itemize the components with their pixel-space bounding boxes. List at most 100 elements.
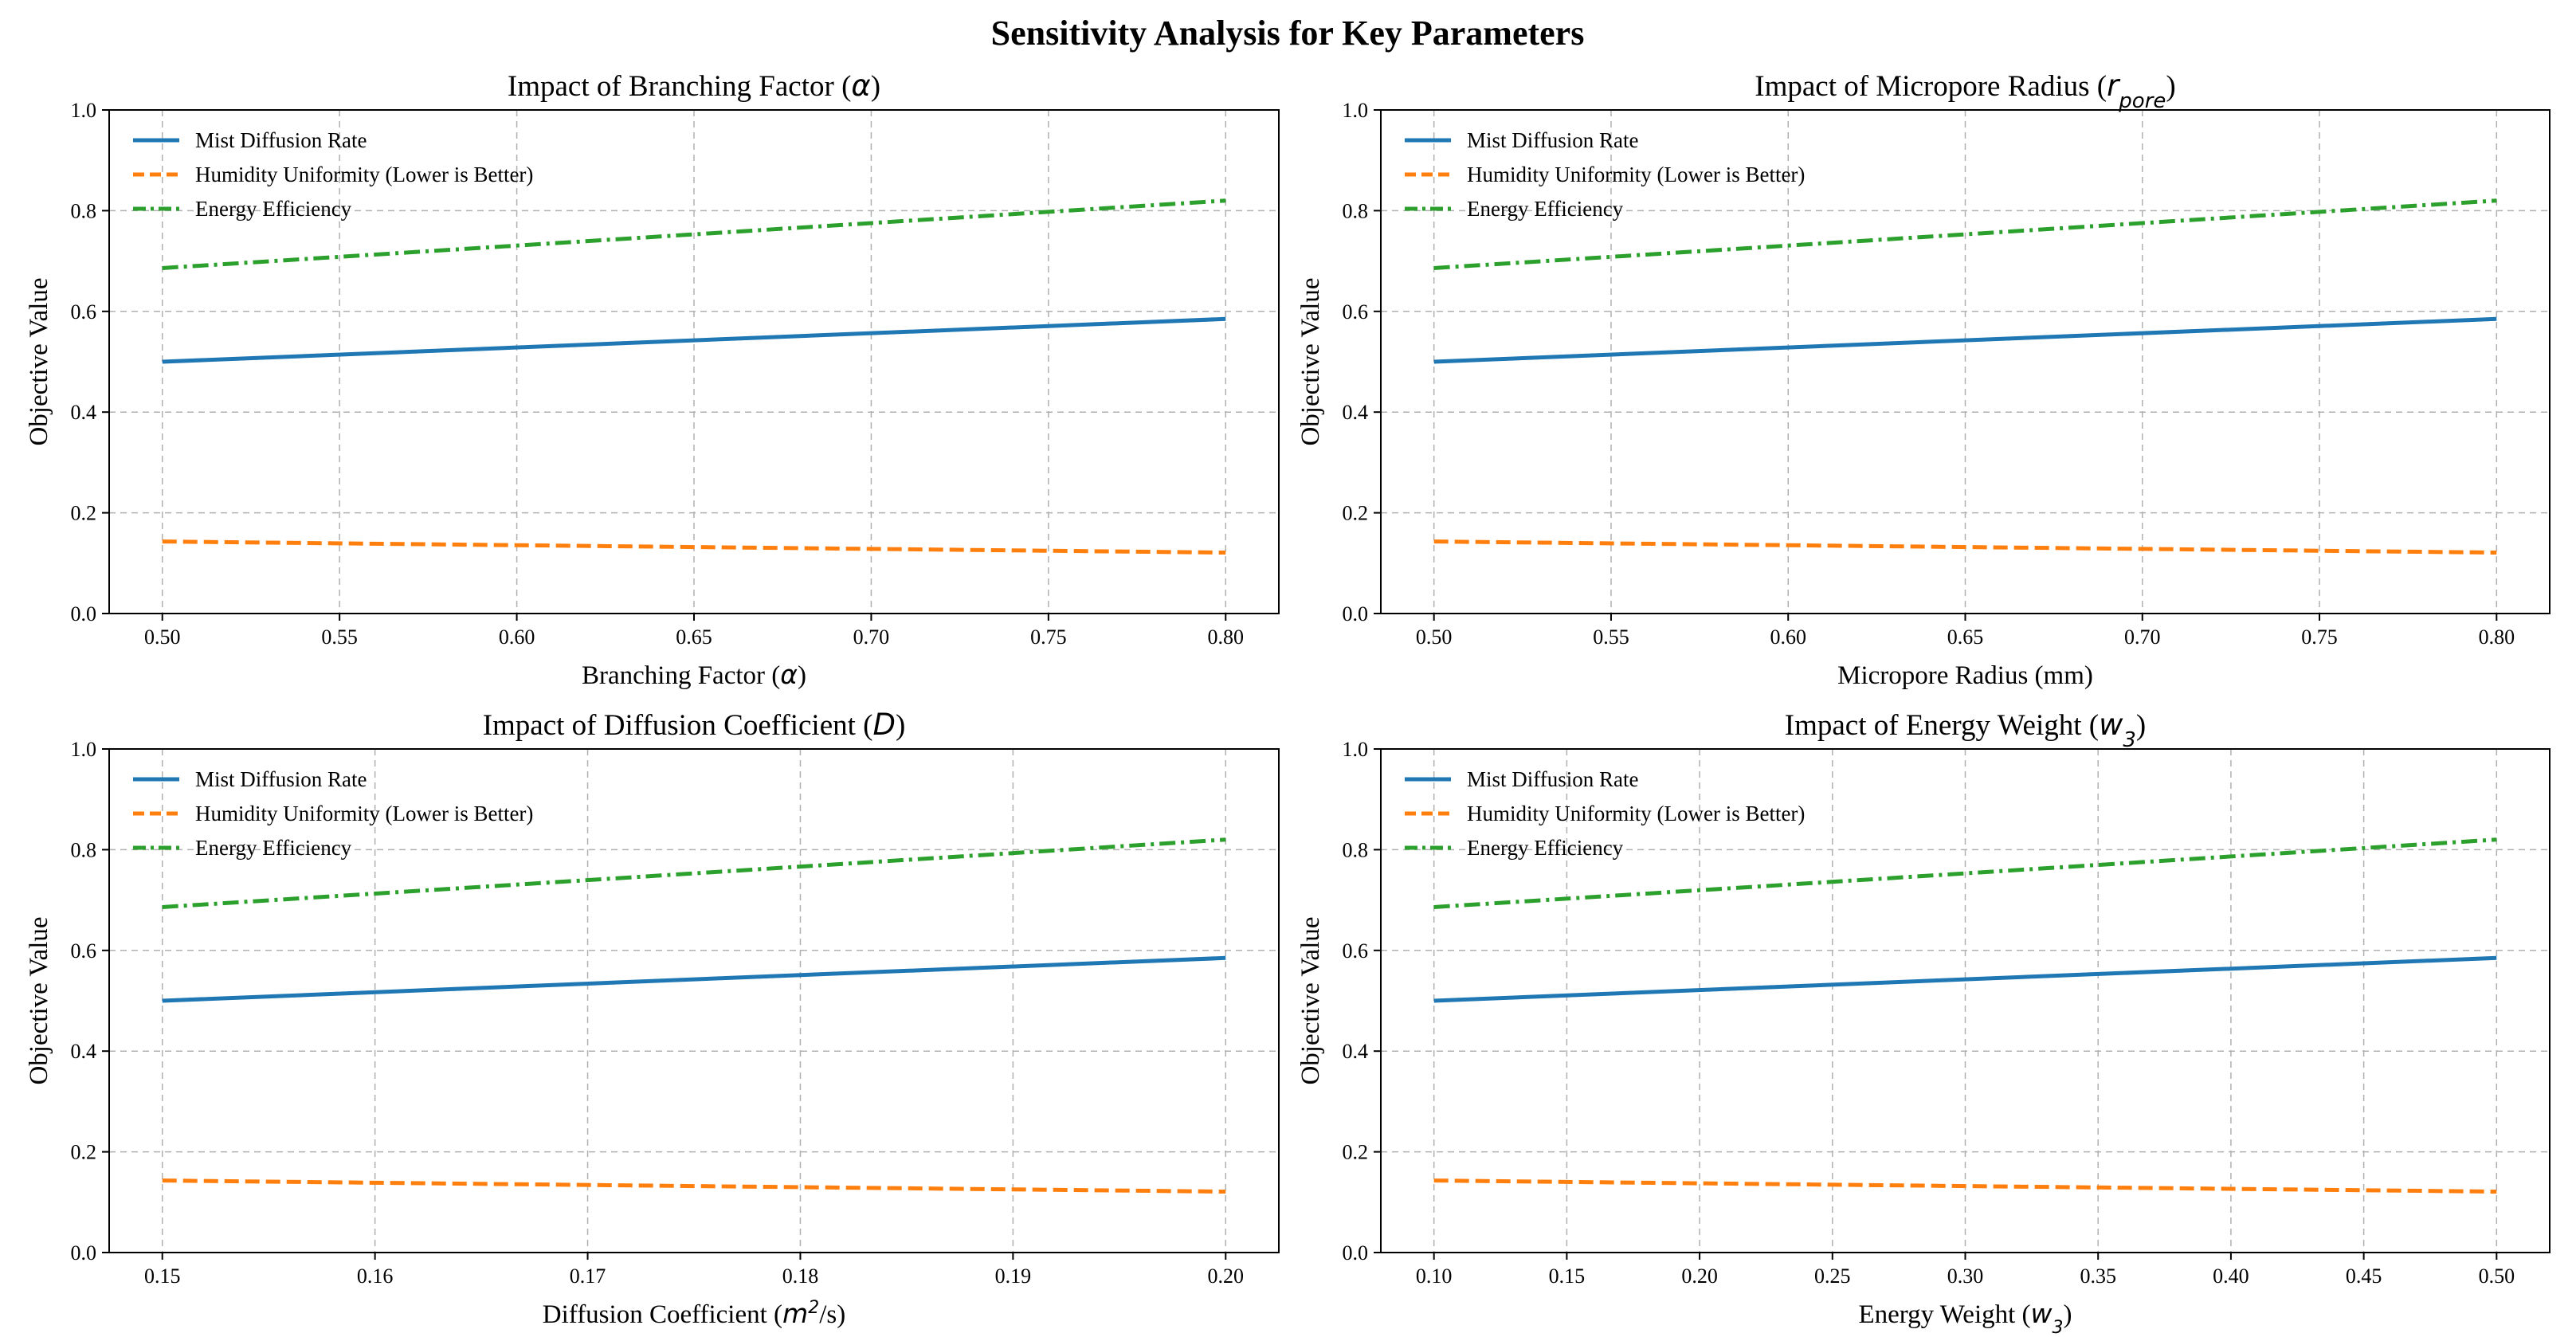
- x-tick-label: 0.15: [144, 1264, 181, 1288]
- y-tick-label: 0.8: [1343, 838, 1369, 861]
- x-tick-label: 0.55: [321, 625, 358, 649]
- y-axis-label: Objective Value: [25, 916, 53, 1084]
- x-tick-label: 0.80: [2479, 625, 2515, 649]
- series-line-dashed: [162, 539, 1226, 555]
- subplot-grid: 0.50 0.55 0.60 0.65 0.70 0.75 0.80 0.0 0.2 0.4 0.6…: [25, 69, 2551, 1337]
- legend-label: Mist Diffusion Rate: [195, 128, 367, 152]
- x-tick-label: 0.35: [2080, 1264, 2116, 1288]
- series-line-dashdot: [162, 198, 1226, 270]
- y-tick-label: 1.0: [1343, 99, 1369, 122]
- x-tick-label: 0.55: [1593, 625, 1629, 649]
- x-tick-label: 0.80: [1208, 625, 1245, 649]
- y-axis-label: Objective Value: [25, 277, 53, 445]
- x-tick-label: 0.16: [357, 1264, 394, 1288]
- x-axis-label: Micropore Radius (mm): [1837, 661, 2093, 690]
- x-tick-label: 0.45: [2346, 1264, 2382, 1288]
- series-line-solid: [162, 316, 1226, 364]
- x-tick-label: 0.20: [1681, 1264, 1718, 1288]
- series-line-dashed: [1433, 1178, 2497, 1194]
- x-tick-label: 0.40: [2213, 1264, 2249, 1288]
- y-axis-label: Objective Value: [1296, 277, 1325, 445]
- x-tick-label: 0.20: [1208, 1264, 1245, 1288]
- x-tick-label: 0.15: [1549, 1264, 1586, 1288]
- y-tick-label: 1.0: [71, 99, 97, 122]
- x-tick-label: 0.60: [1770, 625, 1806, 649]
- series-line-solid: [1433, 955, 2497, 1003]
- legend-label: Energy Efficiency: [195, 197, 352, 221]
- y-tick-label: 0.4: [71, 401, 97, 424]
- legend-label: Mist Diffusion Rate: [1467, 128, 1639, 152]
- x-tick-label: 0.25: [1814, 1264, 1851, 1288]
- legend: Mist Diffusion Rate Humidity Uniformity (…: [133, 128, 533, 221]
- series-line-dashed: [162, 1178, 1226, 1194]
- y-axis-label: Objective Value: [1296, 916, 1325, 1084]
- legend: Mist Diffusion Rate Humidity Uniformity (…: [1405, 767, 1805, 860]
- series-line-solid: [1433, 316, 2497, 364]
- y-tick-label: 0.0: [71, 1241, 97, 1264]
- series-line-dashdot: [1433, 198, 2497, 270]
- y-tick-label: 0.4: [71, 1040, 97, 1063]
- x-tick-label: 0.50: [2479, 1264, 2515, 1288]
- x-tick-label: 0.50: [144, 625, 181, 649]
- y-tick-label: 0.6: [71, 300, 97, 323]
- legend-label: Mist Diffusion Rate: [1467, 767, 1639, 791]
- x-axis-label: Energy Weight (w3): [1858, 1298, 2072, 1337]
- x-axis-label: Diffusion Coefficient (m2/s): [543, 1298, 845, 1330]
- y-tick-label: 0.2: [71, 1141, 97, 1164]
- x-tick-label: 0.50: [1416, 625, 1453, 649]
- y-tick-label: 0.6: [1343, 939, 1369, 963]
- x-tick-label: 0.70: [2124, 625, 2161, 649]
- y-tick-label: 0.4: [1343, 1040, 1369, 1063]
- x-tick-label: 0.60: [499, 625, 535, 649]
- y-tick-label: 0.6: [71, 939, 97, 963]
- y-tick-label: 0.0: [71, 602, 97, 625]
- legend-label: Humidity Uniformity (Lower is Better): [195, 802, 533, 825]
- panel-title: Impact of Branching Factor (α): [508, 69, 880, 103]
- x-tick-label: 0.65: [1947, 625, 1984, 649]
- legend: Mist Diffusion Rate Humidity Uniformity (…: [133, 767, 533, 860]
- axes-frame: [108, 748, 1280, 1253]
- y-tick-label: 0.2: [71, 502, 97, 525]
- legend-label: Humidity Uniformity (Lower is Better): [1467, 163, 1805, 186]
- series-line-dashdot: [1433, 837, 2497, 909]
- x-tick-label: 0.65: [676, 625, 712, 649]
- series-line-dashdot: [162, 837, 1226, 909]
- legend-label: Energy Efficiency: [1467, 197, 1624, 221]
- subplot-1: 0.50 0.55 0.60 0.65 0.70 0.75 0.80 0.0 0.2 0.4 0.6…: [25, 69, 1280, 690]
- y-tick-label: 0.8: [1343, 199, 1369, 222]
- y-tick-label: 0.4: [1343, 401, 1369, 424]
- y-tick-label: 0.2: [1343, 502, 1369, 525]
- y-tick-label: 0.6: [1343, 300, 1369, 323]
- x-tick-label: 0.70: [853, 625, 890, 649]
- x-tick-label: 0.10: [1416, 1264, 1453, 1288]
- x-tick-label: 0.18: [782, 1264, 819, 1288]
- panel-title: Impact of Energy Weight (w3): [1785, 708, 2146, 752]
- y-tick-label: 0.0: [1343, 1241, 1369, 1264]
- panel-title: Impact of Diffusion Coefficient (D): [483, 708, 906, 742]
- y-tick-label: 0.2: [1343, 1141, 1369, 1164]
- series-line-dashed: [1433, 539, 2497, 555]
- subplot-3: 0.15 0.16 0.17 0.18 0.19 0.20 0.0 0.2 0.4 0.6 0.8 1…: [25, 708, 1280, 1330]
- figure-title: Sensitivity Analysis for Key Parameters: [991, 14, 1585, 53]
- y-tick-label: 0.8: [71, 199, 97, 222]
- y-tick-label: 0.8: [71, 838, 97, 861]
- series-line-solid: [162, 955, 1226, 1003]
- legend-label: Energy Efficiency: [1467, 836, 1624, 860]
- y-tick-label: 0.0: [1343, 602, 1369, 625]
- y-tick-label: 1.0: [1343, 738, 1369, 761]
- legend-label: Mist Diffusion Rate: [195, 767, 367, 791]
- y-tick-label: 1.0: [71, 738, 97, 761]
- subplot-2: 0.50 0.55 0.60 0.65 0.70 0.75 0.80 0.0 0.2 0.4 0.6…: [1296, 69, 2551, 690]
- x-tick-label: 0.75: [2301, 625, 2338, 649]
- x-tick-label: 0.19: [995, 1264, 1032, 1288]
- legend-label: Energy Efficiency: [195, 836, 352, 860]
- subplot-4: 0.10 0.15 0.20 0.25 0.30 0.35 0.40 0.45 0.50 0.0 0…: [1296, 708, 2551, 1337]
- legend-label: Humidity Uniformity (Lower is Better): [195, 163, 533, 186]
- x-axis-label: Branching Factor (α): [582, 659, 806, 690]
- panel-title: Impact of Micropore Radius (rpore): [1755, 69, 2175, 113]
- x-tick-label: 0.75: [1030, 625, 1067, 649]
- legend: Mist Diffusion Rate Humidity Uniformity (…: [1405, 128, 1805, 221]
- legend-label: Humidity Uniformity (Lower is Better): [1467, 802, 1805, 825]
